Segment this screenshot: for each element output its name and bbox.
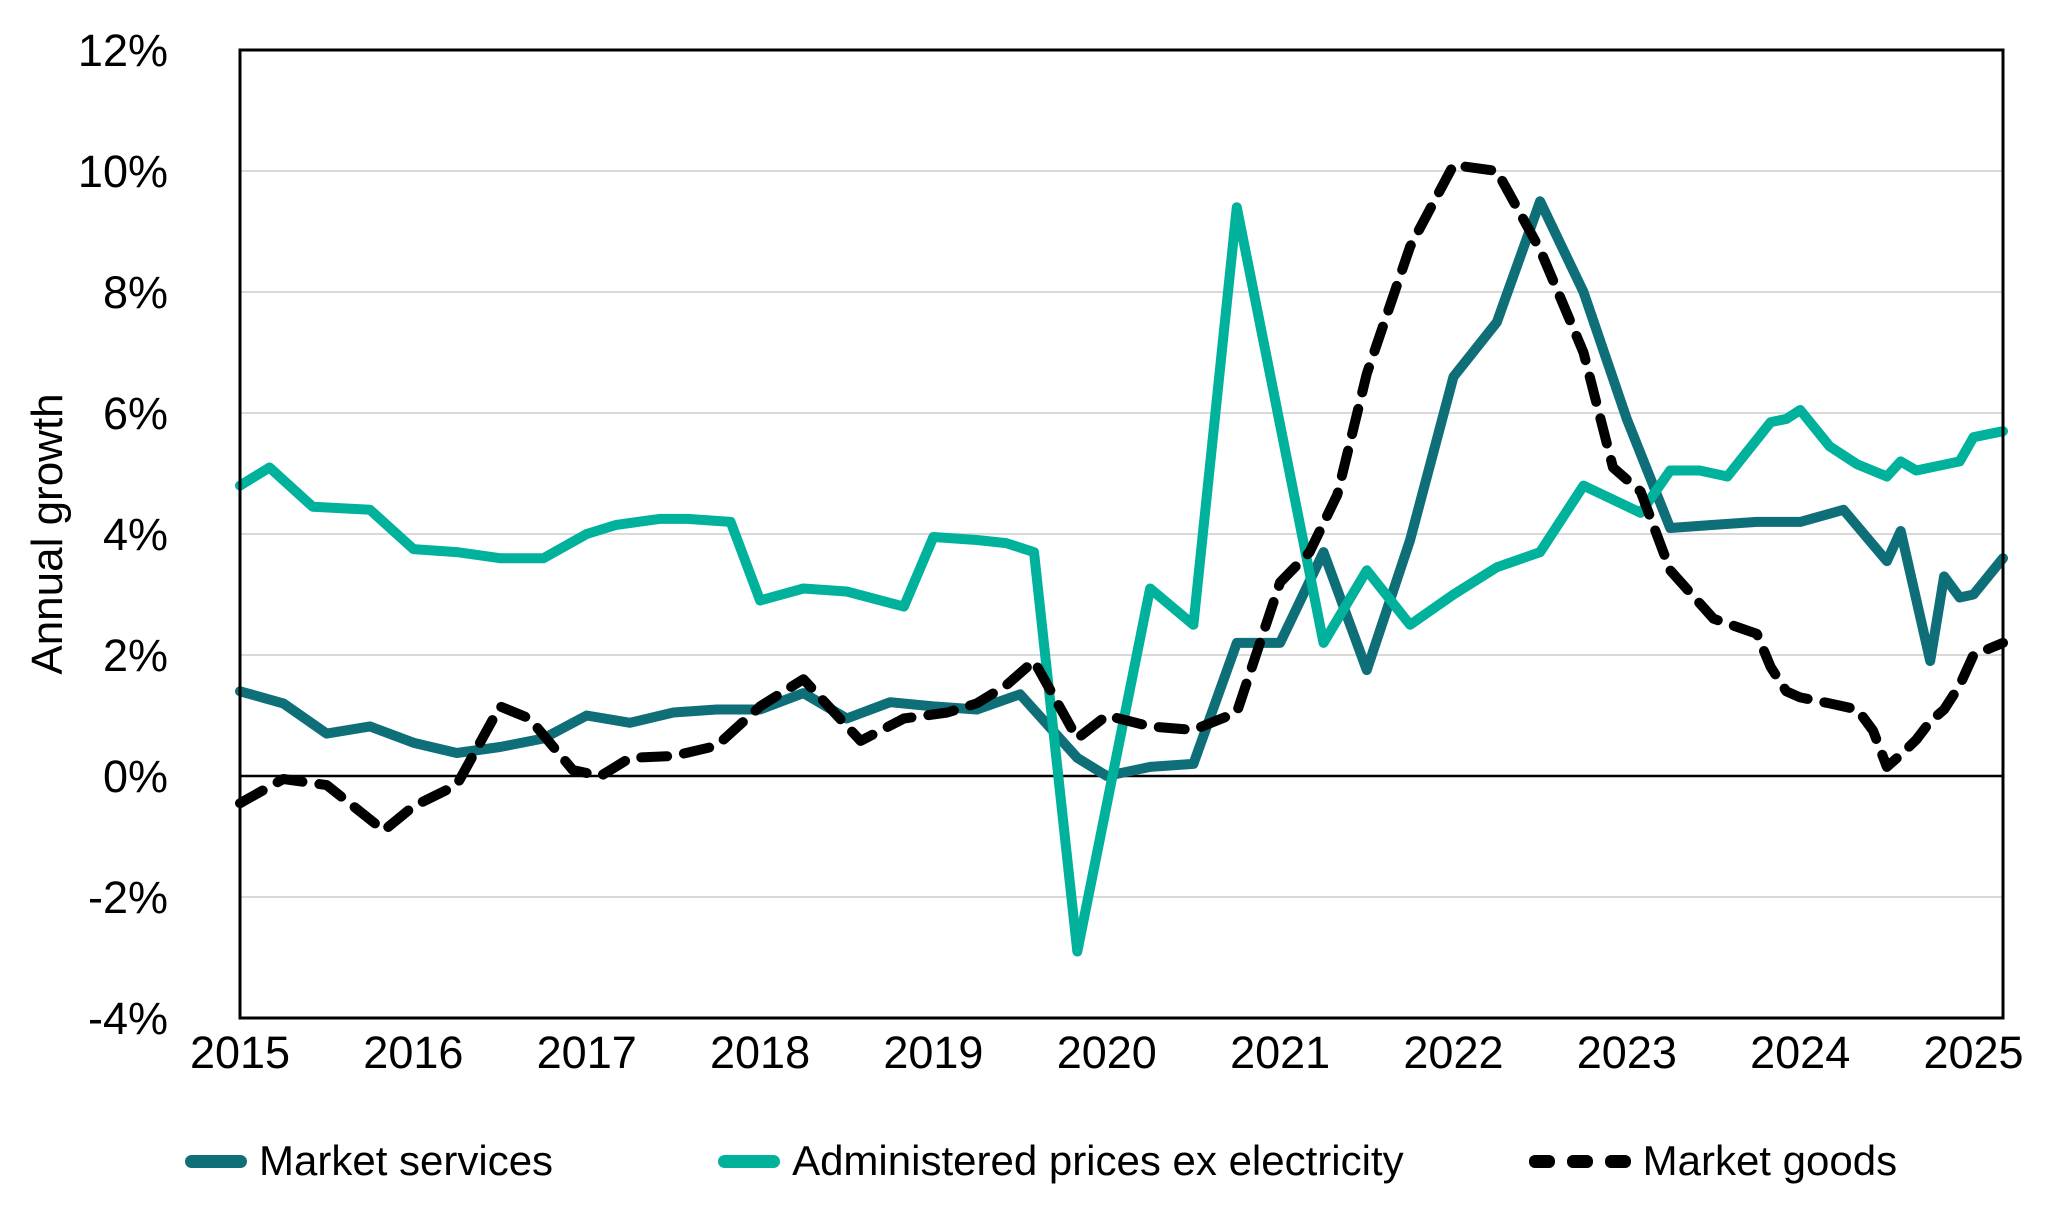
dashed-line-swatch-icon <box>1528 1154 1631 1168</box>
y-tick-label: -2% <box>88 872 168 923</box>
x-tick-label: 2018 <box>710 1027 810 1078</box>
dash-segment <box>1604 1154 1631 1168</box>
line-chart-canvas: -4%-2%0%2%4%6%8%10%12% 2015 2016 2017 2018 2… <box>23 25 2024 1078</box>
y-tick-label: 6% <box>103 388 168 439</box>
y-tick-label: 0% <box>103 751 168 802</box>
series-lines <box>235 160 2008 957</box>
x-tick-label: 2021 <box>1230 1027 1330 1078</box>
y-axis-tick-labels: -4% -2% 0% 2% 4% 6% 8% 10% 12% <box>78 25 168 1044</box>
y-axis-title: Annual growth <box>23 393 72 674</box>
series-line-market-goods <box>235 160 2008 836</box>
gridlines <box>240 49 2003 1019</box>
x-tick-label: 2023 <box>1577 1027 1677 1078</box>
legend-item-market-goods: Market goods <box>1528 1137 1898 1185</box>
line-segment <box>718 1154 781 1168</box>
chart-legend: Market services Administered prices ex el… <box>0 1100 2052 1222</box>
dash-segment <box>1528 1154 1555 1168</box>
y-tick-label: 4% <box>103 509 168 560</box>
legend-item-administered-prices-ex-electricity: Administered prices ex electricity <box>718 1137 1404 1185</box>
x-tick-label: 2019 <box>883 1027 983 1078</box>
legend-item-market-services: Market services <box>185 1137 553 1185</box>
x-tick-label: 2020 <box>1057 1027 1157 1078</box>
x-tick-label: 2025 <box>1923 1027 2023 1078</box>
series-line-administered-prices-ex-electricity <box>235 202 2008 957</box>
x-tick-label: 2017 <box>537 1027 637 1078</box>
series-line-market-services <box>235 196 2008 781</box>
chart-area: -4% -2% 0% 2% 4% 6% 8% 10% 12% 2015 2016 2017 2018 2… <box>23 25 2024 1078</box>
x-axis-tick-labels: 2015 2016 2017 2018 2019 2020 2021 2022 2023 2024… <box>190 1027 2024 1078</box>
x-tick-label: 2022 <box>1403 1027 1503 1078</box>
y-tick-label: 10% <box>78 146 168 197</box>
legend-label: Administered prices ex electricity <box>792 1137 1404 1184</box>
line-swatch-icon <box>718 1154 781 1168</box>
x-tick-label: 2024 <box>1750 1027 1850 1078</box>
y-tick-label: 8% <box>103 267 168 318</box>
line-swatch-icon <box>185 1154 247 1168</box>
y-tick-label: -4% <box>88 993 168 1044</box>
y-tick-label: 2% <box>103 630 168 681</box>
line-segment <box>185 1154 247 1168</box>
y-tick-label: 12% <box>78 25 168 76</box>
legend-label: Market services <box>259 1137 554 1184</box>
plot-border <box>238 48 2005 1020</box>
x-tick-label: 2016 <box>363 1027 463 1078</box>
dash-segment <box>1566 1154 1593 1168</box>
legend-label: Market goods <box>1642 1137 1898 1184</box>
x-tick-label: 2015 <box>190 1027 290 1078</box>
